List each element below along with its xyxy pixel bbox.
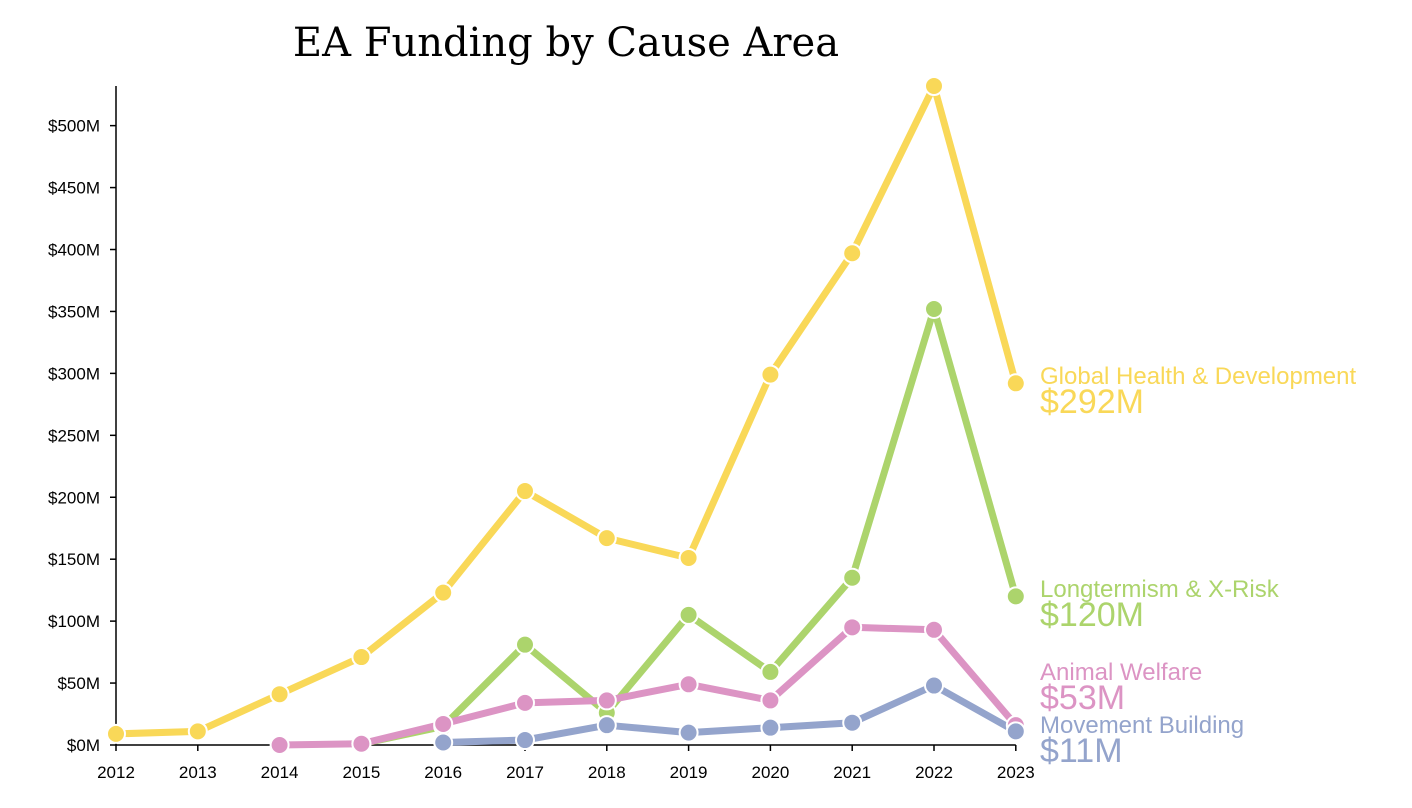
data-point-movement-building-2023 [1005,721,1026,742]
data-point-animal-welfare-2018 [596,690,617,711]
data-point-global-health-development-2017 [515,481,535,502]
data-point-longtermism-x-risk-2023 [1005,586,1026,607]
data-point-longtermism-x-risk-2019 [678,604,699,625]
x-tick-label: 2013 [179,763,217,782]
y-tick-label: $250M [48,426,100,445]
data-point-movement-building-2018 [596,715,617,736]
x-tick-label: 2016 [424,763,462,782]
x-tick-label: 2022 [915,763,953,782]
data-point-movement-building-2019 [678,722,699,743]
y-tick-label: $200M [48,488,100,507]
data-point-global-health-development-2022 [924,76,944,96]
y-tick-label: $50M [57,674,100,693]
y-tick-label: $150M [48,550,100,569]
data-point-movement-building-2016 [433,732,454,753]
series-value-animal-welfare: $53M [1040,679,1125,717]
series-value-global-health-development: $292M [1040,383,1144,421]
data-point-movement-building-2022 [924,675,944,696]
y-tick-label: $300M [48,364,100,383]
x-tick-label: 2021 [833,763,871,782]
y-tick-label: $400M [48,241,100,260]
data-point-animal-welfare-2014 [269,735,290,755]
data-point-global-health-development-2012 [106,723,126,744]
series-label-movement-building: Movement Building [1040,712,1244,739]
data-point-animal-welfare-2021 [842,617,863,638]
data-point-global-health-development-2014 [269,684,290,705]
data-point-global-health-development-2015 [351,647,372,668]
series-label-longtermism-x-risk: Longtermism & X-Risk [1040,576,1280,603]
y-tick-label: $450M [48,179,100,198]
x-tick-label: 2017 [506,763,544,782]
x-tick-label: 2020 [751,763,789,782]
data-point-longtermism-x-risk-2021 [842,567,863,588]
x-tick-label: 2023 [997,763,1035,782]
data-point-global-health-development-2023 [1005,373,1026,394]
series-line-global-health-development [112,82,1020,738]
data-point-global-health-development-2013 [187,721,208,742]
series-label-global-health-development: Global Health & Development [1040,363,1357,390]
x-tick-label: 2019 [670,763,708,782]
data-point-longtermism-x-risk-2022 [924,298,944,319]
data-point-animal-welfare-2016 [433,713,454,734]
data-point-animal-welfare-2022 [924,619,944,640]
y-tick-label: $100M [48,612,100,631]
data-point-animal-welfare-2020 [760,690,781,711]
data-point-global-health-development-2016 [433,582,454,603]
data-point-global-health-development-2021 [842,243,863,264]
chart-title: EA Funding by Cause Area [293,20,839,66]
data-point-movement-building-2020 [760,717,781,738]
series-labels: Global Health & Development$292M Longterm… [1040,363,1357,770]
y-axis: $0M $50M $100M $150M $200M $250M $300M $350M $40… [48,86,117,755]
data-point-global-health-development-2018 [596,528,617,549]
series-value-movement-building: $11M [1040,732,1123,770]
series-value-longtermism-x-risk: $120M [1040,596,1144,634]
x-axis: 2012 2013 2014 2015 2016 2017 2018 2019 2020 2021… [97,744,1035,782]
x-tick-label: 2012 [97,763,135,782]
series-line-movement-building [439,682,1020,746]
data-point-global-health-development-2019 [678,547,699,568]
series-lines [112,82,1020,749]
data-point-animal-welfare-2019 [678,674,699,695]
data-point-longtermism-x-risk-2017 [515,634,535,655]
data-point-animal-welfare-2017 [515,692,535,713]
data-point-movement-building-2017 [515,730,535,751]
data-point-global-health-development-2020 [760,364,781,385]
y-tick-label: $0M [67,736,100,755]
y-tick-label: $350M [48,302,100,321]
data-point-movement-building-2021 [842,712,863,733]
y-tick-label: $500M [48,117,100,136]
data-point-longtermism-x-risk-2020 [760,661,781,682]
x-tick-label: 2014 [261,763,299,782]
x-tick-label: 2018 [588,763,626,782]
x-tick-label: 2015 [342,763,380,782]
series-dots [106,76,1026,755]
data-point-animal-welfare-2015 [351,733,372,754]
series-line-animal-welfare [276,623,1020,749]
series-label-animal-welfare: Animal Welfare [1040,659,1202,686]
